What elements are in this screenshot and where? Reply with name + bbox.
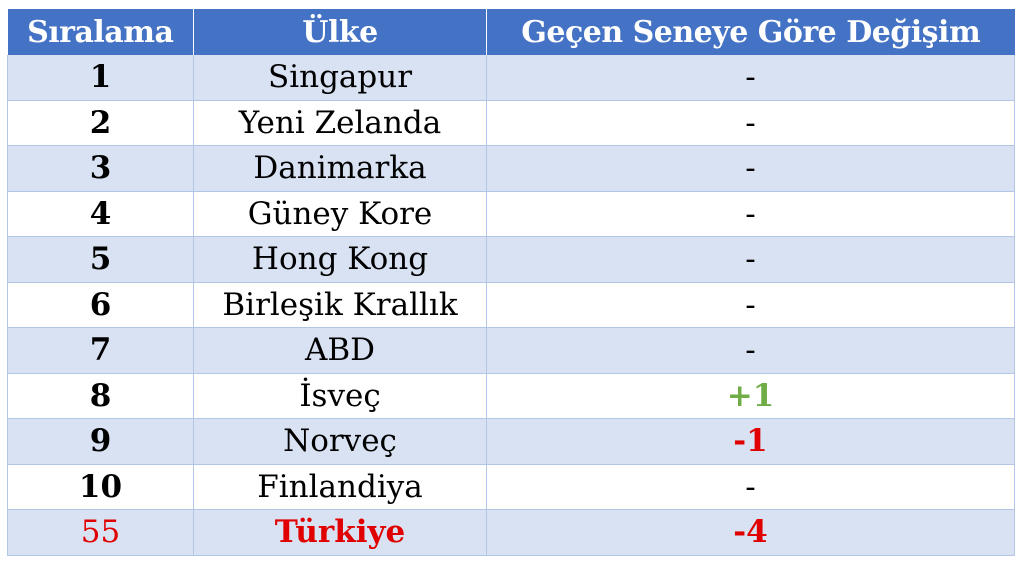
rank-cell: 1 <box>7 55 194 101</box>
rank-cell: 5 <box>7 236 194 283</box>
change-cell: +1 <box>486 373 1015 419</box>
country-cell: Finlandiya <box>193 464 487 510</box>
change-cell: -1 <box>486 418 1015 465</box>
country-cell: Türkiye <box>193 509 487 556</box>
rank-cell: 9 <box>7 418 194 465</box>
table-row: 1 Singapur - <box>7 55 1015 101</box>
change-cell: - <box>486 55 1015 101</box>
country-cell: Güney Kore <box>193 191 487 237</box>
change-cell: - <box>486 327 1015 374</box>
country-cell: İsveç <box>193 373 487 419</box>
table-row-highlight: 55 Türkiye -4 <box>7 509 1015 556</box>
header-country: Ülke <box>193 9 487 55</box>
rank-cell: 8 <box>7 373 194 419</box>
rank-cell: 3 <box>7 145 194 192</box>
table-row: 9 Norveç -1 <box>7 418 1015 465</box>
change-cell: - <box>486 145 1015 192</box>
country-cell: Danimarka <box>193 145 487 192</box>
country-cell: ABD <box>193 327 487 374</box>
table-row: 3 Danimarka - <box>7 145 1015 192</box>
country-cell: Yeni Zelanda <box>193 100 487 146</box>
table-row: 4 Güney Kore - <box>7 191 1015 237</box>
table-row: 5 Hong Kong - <box>7 236 1015 283</box>
rank-cell: 10 <box>7 464 194 510</box>
country-cell: Hong Kong <box>193 236 487 283</box>
change-cell: - <box>486 236 1015 283</box>
country-cell: Birleşik Krallık <box>193 282 487 328</box>
country-cell: Singapur <box>193 55 487 101</box>
change-cell: - <box>486 464 1015 510</box>
table-row: 10 Finlandiya - <box>7 464 1015 510</box>
change-cell: - <box>486 100 1015 146</box>
change-cell: - <box>486 191 1015 237</box>
change-cell: - <box>486 282 1015 328</box>
table-row: 8 İsveç +1 <box>7 373 1015 419</box>
rank-cell: 55 <box>7 509 194 556</box>
rank-cell: 7 <box>7 327 194 374</box>
header-row: Sıralama Ülke Geçen Seneye Göre Değişim <box>7 9 1015 55</box>
table-row: 2 Yeni Zelanda - <box>7 100 1015 146</box>
header-rank: Sıralama <box>7 9 194 55</box>
ranking-table: Sıralama Ülke Geçen Seneye Göre Değişim … <box>7 9 1015 556</box>
rank-cell: 6 <box>7 282 194 328</box>
table-row: 6 Birleşik Krallık - <box>7 282 1015 328</box>
table-row: 7 ABD - <box>7 327 1015 374</box>
rank-cell: 2 <box>7 100 194 146</box>
country-cell: Norveç <box>193 418 487 465</box>
rank-cell: 4 <box>7 191 194 237</box>
change-cell: -4 <box>486 509 1015 556</box>
header-change: Geçen Seneye Göre Değişim <box>486 9 1015 55</box>
